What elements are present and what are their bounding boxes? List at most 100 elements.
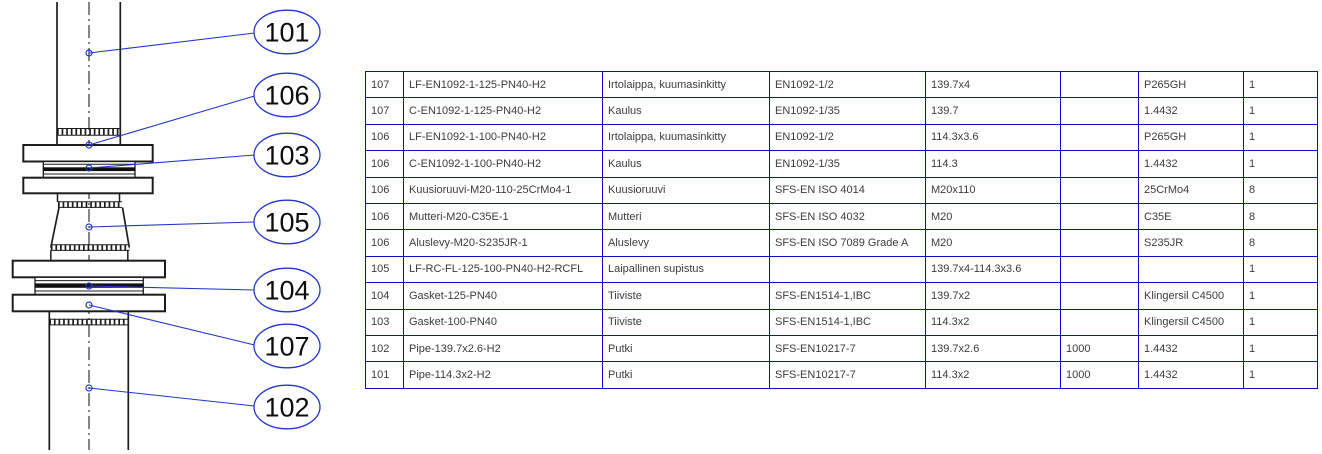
- table-row: 104 Gasket-125-PN40 Tiiviste SFS-EN1514-…: [365, 282, 1318, 310]
- bom-cell-description: Kaulus: [602, 150, 770, 178]
- bom-cell-dimension: M20: [925, 202, 1061, 231]
- bom-cell-part-code: Gasket-125-PN40: [403, 282, 603, 310]
- bom-cell-part-code: Aluslevy-M20-S235JR-1: [403, 229, 603, 257]
- table-row: 107 C-EN1092-1-125-PN40-H2 Kaulus EN1092…: [365, 97, 1318, 125]
- collar-band-bottom: [49, 318, 129, 326]
- leader-dot: [85, 164, 93, 172]
- bom-cell-standard: [769, 255, 926, 284]
- table-row: 106 LF-EN1092-1-100-PN40-H2 Irtolaippa, …: [365, 123, 1318, 152]
- leader-dot: [85, 282, 93, 290]
- flange-joint-dn100: [22, 144, 154, 195]
- bom-cell-length: [1060, 229, 1139, 257]
- bom-cell-item: 101: [365, 361, 404, 389]
- bom-cell-item: 106: [365, 176, 404, 204]
- bom-cell-material: P265GH: [1138, 123, 1244, 152]
- bom-table-body: 107 LF-EN1092-1-125-PN40-H2 Irtolaippa, …: [365, 70, 1318, 389]
- leader-dot: [85, 384, 93, 392]
- balloon-label: 101: [264, 18, 309, 48]
- leader-dot: [85, 141, 93, 149]
- bom-cell-standard: SFS-EN ISO 7089 Grade A: [769, 229, 926, 257]
- bom-cell-length: [1060, 70, 1139, 99]
- bom-cell-description: Putki: [602, 334, 770, 363]
- bom-cell-part-code: LF-EN1092-1-125-PN40-H2: [403, 70, 603, 99]
- balloon-107: 107: [253, 323, 321, 369]
- bom-cell-dimension: 114.3x3.6: [925, 123, 1061, 152]
- gasket-100: [43, 167, 135, 172]
- bom-cell-description: Tiiviste: [602, 308, 770, 336]
- bom-cell-qty: 1: [1243, 334, 1318, 363]
- table-row: 106 Kuusioruuvi-M20-110-25CrMo4-1 Kuusio…: [365, 176, 1318, 204]
- bom-cell-part-code: C-EN1092-1-100-PN40-H2: [403, 150, 603, 178]
- bom-cell-dimension: 139.7x4-114.3x3.6: [925, 255, 1061, 284]
- collar-neck-lower: [50, 250, 129, 261]
- bom-cell-material: 1.4432: [1138, 334, 1244, 363]
- bom-cell-description: Tiiviste: [602, 282, 770, 310]
- bom-cell-material: S235JR: [1138, 229, 1244, 257]
- bom-cell-material: [1138, 255, 1244, 284]
- bom-cell-item: 104: [365, 282, 404, 310]
- table-row: 101 Pipe-114.3x2-H2 Putki SFS-EN10217-7 …: [365, 361, 1318, 389]
- bom-cell-standard: SFS-EN1514-1,IBC: [769, 308, 926, 336]
- reducer: [49, 207, 131, 248]
- bom-cell-material: P265GH: [1138, 70, 1244, 99]
- bom-cell-part-code: Mutteri-M20-C35E-1: [403, 202, 603, 231]
- bom-cell-qty: 1: [1243, 282, 1318, 310]
- bom-cell-length: [1060, 308, 1139, 336]
- leader-dot: [85, 301, 93, 309]
- bom-cell-description: Mutteri: [602, 202, 770, 231]
- bom-cell-length: [1060, 97, 1139, 125]
- balloon-label: 105: [264, 208, 309, 238]
- table-row: 106 Aluslevy-M20-S235JR-1 Aluslevy SFS-E…: [365, 229, 1318, 257]
- bom-cell-dimension: 114.3x2: [925, 361, 1061, 389]
- bom-cell-qty: 1: [1243, 255, 1318, 284]
- bom-cell-length: [1060, 255, 1139, 284]
- bom-cell-standard: SFS-EN10217-7: [769, 361, 926, 389]
- balloon-label: 106: [264, 81, 309, 111]
- bom-cell-description: Laipallinen supistus: [602, 255, 770, 284]
- collar-neck-upper: [56, 193, 121, 202]
- bom-cell-dimension: 114.3x2: [925, 308, 1061, 336]
- collar-band-top: [57, 128, 121, 136]
- bom-cell-description: Putki: [602, 361, 770, 389]
- bom-cell-qty: 8: [1243, 176, 1318, 204]
- bom-cell-item: 106: [365, 202, 404, 231]
- assembly-drawing: 101 106 103 105 104 107: [11, 2, 321, 450]
- bom-cell-dimension: 139.7x4: [925, 70, 1061, 99]
- bom-cell-qty: 1: [1243, 123, 1318, 152]
- bom-cell-dimension: 139.7x2: [925, 282, 1061, 310]
- pipe-139: [48, 311, 130, 450]
- balloon-label: 103: [264, 141, 309, 171]
- collar-band-reducer-top: [58, 201, 122, 208]
- bom-cell-material: 1.4432: [1138, 97, 1244, 125]
- table-row: 102 Pipe-139.7x2.6-H2 Putki SFS-EN10217-…: [365, 334, 1318, 363]
- bom-cell-part-code: C-EN1092-1-125-PN40-H2: [403, 97, 603, 125]
- bom-cell-description: Kuusioruuvi: [602, 176, 770, 204]
- bom-cell-length: [1060, 176, 1139, 204]
- balloon-label: 102: [264, 393, 309, 423]
- bom-cell-dimension: 139.7: [925, 97, 1061, 125]
- pipe-114: [56, 2, 122, 145]
- bom-cell-dimension: M20x110: [925, 176, 1061, 204]
- bom-cell-part-code: Kuusioruuvi-M20-110-25CrMo4-1: [403, 176, 603, 204]
- balloon-102: 102: [253, 384, 321, 430]
- bom-cell-material: Klingersil C4500: [1138, 308, 1244, 336]
- bom-cell-material: C35E: [1138, 202, 1244, 231]
- leader-dot: [85, 223, 93, 231]
- bom-cell-dimension: 139.7x2.6: [925, 334, 1061, 363]
- leader-dot: [85, 49, 93, 57]
- bom-cell-item: 107: [365, 97, 404, 125]
- bom-cell-material: Klingersil C4500: [1138, 282, 1244, 310]
- bom-cell-length: [1060, 123, 1139, 152]
- bom-cell-item: 106: [365, 123, 404, 152]
- bom-cell-dimension: M20: [925, 229, 1061, 257]
- bom-cell-item: 106: [365, 229, 404, 257]
- bom-cell-part-code: Pipe-139.7x2.6-H2: [403, 334, 603, 363]
- bom-cell-item: 102: [365, 334, 404, 363]
- table-row: 106 Mutteri-M20-C35E-1 Mutteri SFS-EN IS…: [365, 202, 1318, 231]
- bom-cell-length: 1000: [1060, 361, 1139, 389]
- balloon-callouts: 101 106 103 105 104 107: [85, 9, 321, 430]
- bom-cell-material: 25CrMo4: [1138, 176, 1244, 204]
- bom-cell-qty: 1: [1243, 97, 1318, 125]
- flange-joint-dn125: [11, 259, 167, 313]
